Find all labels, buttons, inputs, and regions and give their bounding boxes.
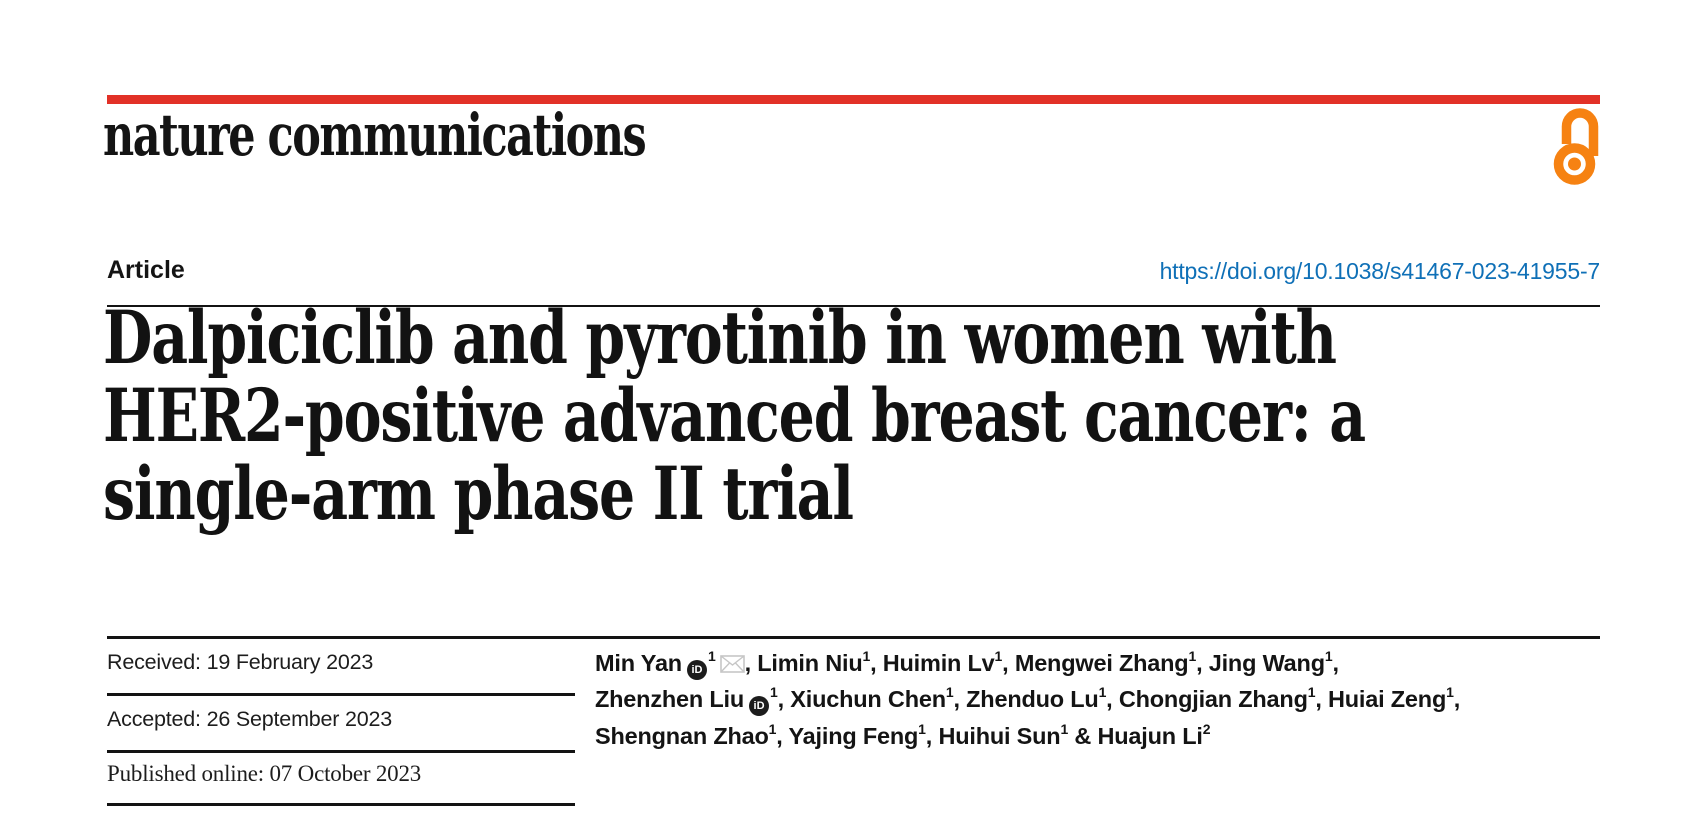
author-name: Limin Niu [757, 650, 863, 676]
affiliation-superscript: 1 [1324, 648, 1333, 665]
affiliation-superscript: 1 [1060, 720, 1069, 737]
author-name: Chongjian Zhang [1118, 686, 1308, 713]
email-envelope-icon[interactable] [719, 655, 745, 673]
author-line: Shengnan Zhao1, Yajing Feng1, Huihui Sun… [595, 720, 1211, 749]
author-name: Huihui Sun [938, 722, 1061, 749]
author-name: Huimin Lv [882, 650, 995, 676]
article-title-line: HER2-positive advanced breast cancer: a [103, 373, 1366, 459]
author-name: Zhenzhen Liu [595, 686, 745, 713]
affiliation-superscript: 1 [770, 684, 778, 701]
article-title-line: Dalpiciclib and pyrotinib in women with [103, 295, 1337, 381]
affiliation-superscript: 1 [994, 648, 1003, 665]
doi-link[interactable]: https://doi.org/10.1038/s41467-023-41955… [1159, 258, 1601, 284]
author-name: Min Yan [595, 650, 682, 676]
affiliation-superscript: 1 [1098, 684, 1107, 701]
affiliation-superscript: 2 [1202, 720, 1211, 737]
author-name: Xiuchun Chen [790, 686, 946, 713]
journal-wordmark: nature communications [103, 101, 647, 169]
divider-dates [107, 693, 575, 696]
author-line: Min Yan iD1, Limin Niu1, Huimin Lv1, Meng… [595, 645, 1610, 681]
article-type-label: Article [107, 256, 185, 284]
affiliation-superscript: 1 [918, 720, 926, 737]
divider-dates [107, 803, 575, 806]
orcid-icon[interactable]: iD [686, 660, 707, 680]
author-list: Min Yan iD1, Limin Niu1, Huimin Lv1, Meng… [595, 645, 1610, 754]
received-date: Received: 19 February 2023 [107, 650, 374, 674]
affiliation-superscript: 1 [945, 684, 954, 701]
author-name: Huajun Li [1097, 722, 1203, 749]
author-name: Jing Wang [1208, 650, 1325, 676]
open-access-lock-icon [1553, 108, 1599, 185]
author-name: Yajing Feng [788, 722, 919, 749]
accepted-date: Accepted: 26 September 2023 [107, 707, 393, 731]
affiliation-superscript: 1 [707, 648, 716, 665]
affiliation-superscript: 1 [1307, 684, 1316, 701]
author-name: Mengwei Zhang [1014, 650, 1189, 676]
article-title: Dalpiciclib and pyrotinib in women with … [103, 295, 1366, 537]
divider-under-article-row [107, 305, 1600, 307]
author-name: Zhenduo Lu [966, 686, 1099, 713]
published-online-date: Published online: 07 October 2023 [107, 761, 422, 786]
affiliation-superscript: 1 [1188, 648, 1197, 665]
article-title-line: single-arm phase II trial [103, 451, 854, 537]
affiliation-superscript: 1 [862, 648, 871, 665]
orcid-icon[interactable]: iD [749, 696, 770, 717]
journal-accent-bar [107, 95, 1600, 104]
divider-dates [107, 750, 575, 753]
affiliation-superscript: 1 [768, 720, 777, 737]
divider-above-meta-columns [107, 636, 1600, 639]
author-name: Shengnan Zhao [595, 722, 769, 749]
author-line: Zhenzhen Liu iD1, Xiuchun Chen1, Zhenduo … [595, 681, 1610, 717]
affiliation-superscript: 1 [1446, 684, 1454, 701]
author-name: Huiai Zeng [1328, 686, 1447, 713]
